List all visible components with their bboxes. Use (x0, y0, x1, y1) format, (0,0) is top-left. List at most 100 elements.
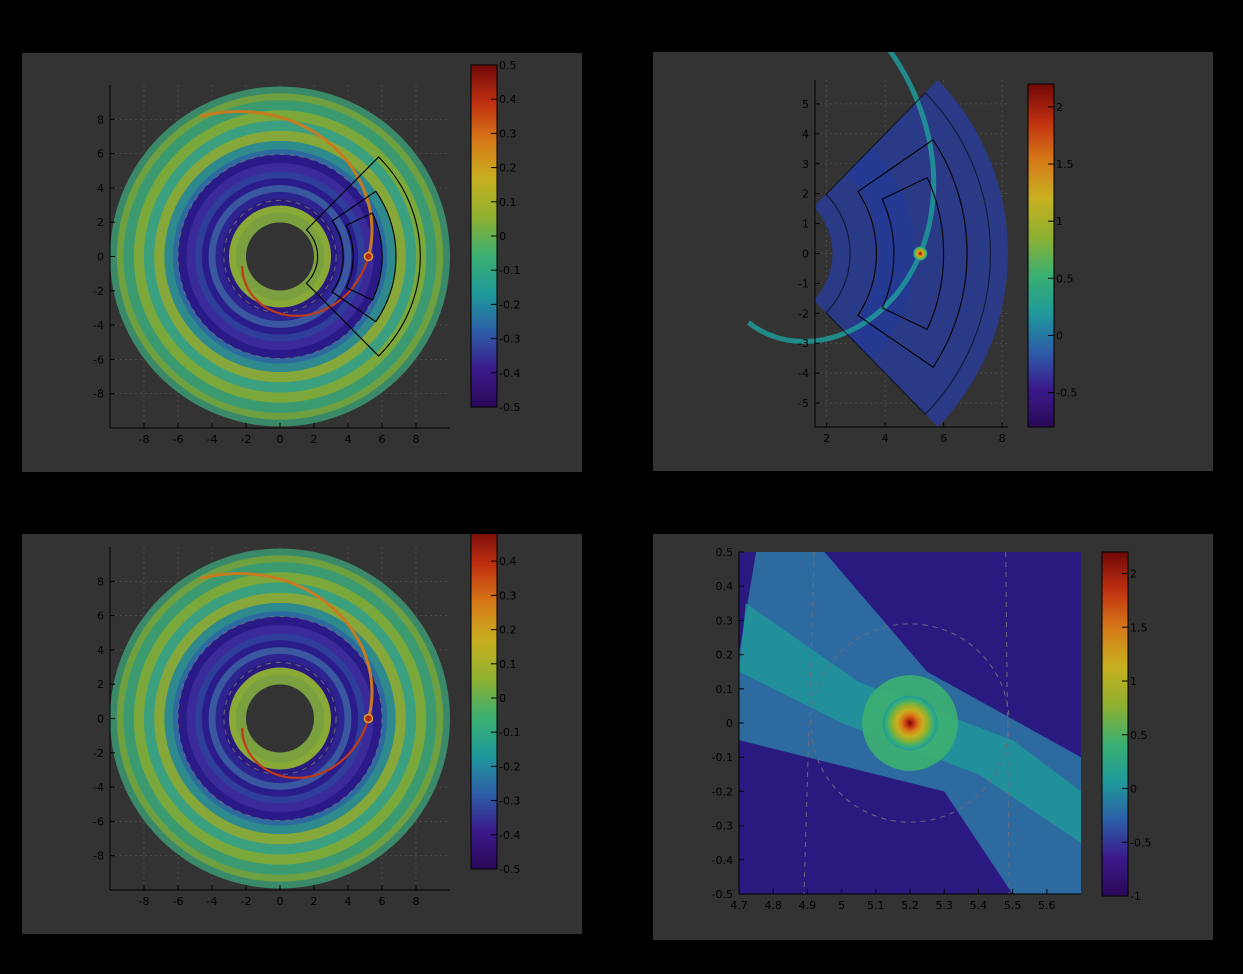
disk-0-colorbar-tick-label: -0.5 (499, 401, 520, 414)
zoom-x-tick-label: 4.9 (799, 899, 817, 912)
zoom-y-tick-label: -0.1 (712, 751, 733, 764)
disk-2-y-tick-label: 4 (97, 644, 104, 657)
disk-2-colorbar-tick-label: -0.4 (499, 829, 520, 842)
disk-0-y-tick-label: -8 (93, 388, 104, 401)
zoom-colorbar-tick-label: 0.5 (1130, 729, 1148, 742)
disk-0-x-tick-label: 8 (413, 433, 420, 446)
disk-0-y-tick-label: 4 (97, 182, 104, 195)
disk-0-y-tick-label: 0 (97, 251, 104, 264)
disk-0-colorbar-tick-label: 0.1 (499, 196, 517, 209)
zoom-y-tick-label: 0 (726, 717, 733, 730)
sector-y-tick-label: -5 (798, 397, 809, 410)
zoom-colorbar-tick-label: -1 (1130, 890, 1141, 903)
zoom-x-tick-label: 5.4 (970, 899, 988, 912)
disk-0-y-tick-label: 2 (97, 216, 104, 229)
disk-2-x-tick-label: 4 (345, 895, 352, 908)
disk-0-colorbar-tick-label: -0.4 (499, 367, 520, 380)
disk-2-x-tick-label: 2 (311, 895, 318, 908)
zoom-y-tick-label: 0.5 (716, 546, 734, 559)
sector-inner-band (846, 147, 915, 360)
disk-2-x-tick-label: 6 (379, 895, 386, 908)
disk-0-x-tick-label: 2 (311, 433, 318, 446)
sector-y-tick-label: -2 (798, 307, 809, 320)
zoom-x-tick-label: 5.6 (1038, 899, 1056, 912)
disk-0-x-tick-label: -4 (207, 433, 218, 446)
sector-refinement-sector-2 (881, 176, 945, 331)
disk-0-colorbar-tick-label: 0 (499, 230, 506, 243)
disk-2-x-tick-label: -4 (207, 895, 218, 908)
disk-2-x-tick-label: -6 (173, 895, 184, 908)
zoom-colorbar-tick-label: 1.5 (1130, 621, 1148, 634)
disk-0-refinement-sector (331, 190, 397, 323)
zoom-planet-vortex (882, 695, 938, 751)
sector-colorbar-tick-label: 2 (1056, 101, 1063, 114)
disk-0-colorbar-tick-label: -0.2 (499, 298, 520, 311)
disk-2-outer-wake (200, 572, 374, 720)
zoom-y-tick-label: 0.1 (716, 683, 734, 696)
disk-2-x-tick-label: 8 (413, 895, 420, 908)
disk-0-x-tick-label: -6 (173, 433, 184, 446)
density-map-global-1: -8 -6 -4 -2 0 2 4 6 8 8 6 4 2 0 -2 -4 -6 -8 0.5 0.4 0.3 0.2 0.… (93, 59, 520, 446)
chart-panel-bottom-left: -8-6-4-20246886420-2-4-6-80.50.40.30.20.… (22, 534, 582, 934)
disk-2-y-tick-label: 2 (97, 678, 104, 691)
disk-2-x-tick-label: -8 (139, 895, 150, 908)
zoom-colorbar-tick-label: -0.5 (1130, 836, 1151, 849)
disk-2-colorbar-tick-label: -0.3 (499, 795, 520, 808)
disk-0-x-tick-label: 4 (345, 433, 352, 446)
zoom-y-tick-label: 0.2 (716, 649, 734, 662)
disk-0-refinement-sector (345, 212, 383, 301)
sector-y-tick-label: 5 (802, 98, 809, 111)
disk-2-colorbar-tick-label: 0.1 (499, 658, 517, 671)
disk-2-y-tick-label: 6 (97, 610, 104, 623)
disk-0-x-tick-label: 0 (277, 433, 284, 446)
disk-2-colorbar-tick-label: -0.1 (499, 726, 520, 739)
sector-y-tick-label: -3 (798, 337, 809, 350)
disk-0-y-tick-label: -2 (93, 285, 104, 298)
disk-0-colorbar-tick-label: 0.2 (499, 162, 517, 175)
zoom-x-tick-label: 5 (838, 899, 845, 912)
disk-2-planet (363, 713, 374, 724)
sector-y-tick-label: -4 (798, 367, 809, 380)
disk-2-y-tick-label: -8 (93, 850, 104, 863)
disk-2-gap-edge (177, 616, 383, 821)
disk-2-inner-wake (241, 717, 370, 780)
sector-y-tick-label: -1 (798, 277, 809, 290)
zoom-x-tick-label: 5.5 (1004, 899, 1022, 912)
chart-panel-top-left: -8 -6 -4 -2 0 2 4 6 8 8 6 4 2 0 -2 -4 -6 -8 0.5 0.4 0.3 0.2 0.… (22, 53, 582, 472)
zoom-colorbar-tick-label: 1 (1130, 675, 1137, 688)
zoom-boundary-left (803, 551, 815, 895)
disk-0-planet (363, 251, 374, 262)
disk-2-x-tick-label: -2 (241, 895, 252, 908)
chart-panel-top-right: 2 4 6 8 5 4 3 2 1 0 -1 -2 -3 -4 -5 2 1.5 1 0.5 0 -0.5 (653, 52, 1213, 471)
disk-2-colorbar-tick-label: 0.2 (499, 624, 517, 637)
sector-colorbar-tick-label: 0.5 (1056, 272, 1074, 285)
disk-2-x-tick-label: 0 (277, 895, 284, 908)
zoom-colorbar-tick-label: 2 (1130, 568, 1137, 581)
density-map-planet-zoom: 4.7 4.8 4.9 5 5.1 5.2 5.3 5.4 5.5 5.6 0.5 0.4 0.3 0.2… (712, 546, 1152, 912)
zoom-x-tick-label: 5.1 (867, 899, 885, 912)
sector-y-tick-label: 3 (802, 158, 809, 171)
disk-0-colorbar-tick-label: 0.5 (499, 59, 517, 72)
sector-colorbar-tick-label: -0.5 (1056, 387, 1077, 400)
zoom-hill-sphere (810, 623, 1010, 823)
sector-x-tick-label: 8 (999, 432, 1006, 445)
chart-panel-bottom-right: 4.7 4.8 4.9 5 5.1 5.2 5.3 5.4 5.5 5.6 0.5 0.4 0.3 0.2… (653, 534, 1213, 940)
disk-2-colorbar-tick-label: 0 (499, 692, 506, 705)
zoom-y-tick-label: 0.4 (716, 580, 734, 593)
disk-0-outer-wake (200, 110, 374, 258)
disk-2-gap-edge (223, 661, 337, 776)
zoom-y-tick-label: -0.5 (712, 888, 733, 901)
sector-planet (913, 246, 928, 261)
zoom-x-tick-label: 4.7 (730, 899, 748, 912)
sector-y-tick-label: 1 (802, 218, 809, 231)
disk-2-colorbar-tick-label: -0.2 (499, 760, 520, 773)
zoom-x-tick-label: 5.3 (935, 899, 953, 912)
sector-colorbar-tick-label: 1.5 (1056, 158, 1074, 171)
density-map-global-2: -8-6-4-20246886420-2-4-6-80.50.40.30.20.… (93, 534, 520, 908)
disk-0-ring-17 (246, 222, 314, 291)
disk-2-y-tick-label: -2 (93, 747, 104, 760)
zoom-colorbar (1101, 551, 1129, 897)
disk-0-colorbar-tick-label: 0.4 (499, 93, 517, 106)
zoom-y-tick-label: -0.2 (712, 785, 733, 798)
disk-2-y-tick-label: 0 (97, 713, 104, 726)
